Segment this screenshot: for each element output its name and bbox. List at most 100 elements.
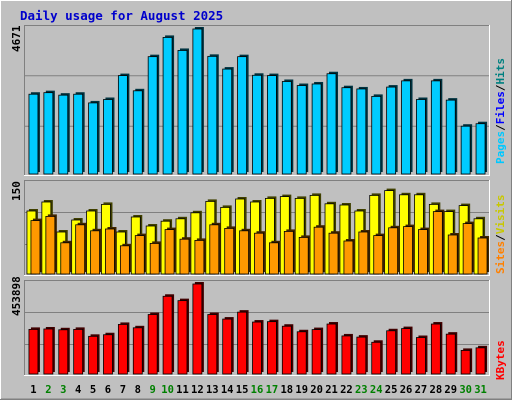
x-label-day-13: 13 <box>206 384 219 396</box>
pages_files_hits-hits-bar-day-13 <box>207 55 218 175</box>
visits_sites-sites-bar-day-19 <box>298 236 309 275</box>
visits_sites-sites-bar-day-10 <box>164 229 175 275</box>
legend-sites-visits: Sites/Visits <box>494 195 507 275</box>
x-label-day-5: 5 <box>90 384 96 396</box>
visits_sites-sites-bar-day-2 <box>45 215 56 275</box>
kbytes-kbytes-bar-day-27 <box>416 337 426 375</box>
x-label-day-27: 27 <box>415 384 428 396</box>
x-label-day-21: 21 <box>325 384 338 396</box>
x-label-day-3: 3 <box>60 384 66 396</box>
kbytes-kbytes-bar-day-30 <box>460 350 471 375</box>
x-label-day-1: 1 <box>30 384 36 396</box>
visits_sites-sites-bar-day-21 <box>328 232 339 275</box>
legend-sites: Sites <box>494 241 507 274</box>
kbytes-kbytes-bar-day-6 <box>103 334 113 375</box>
x-label-day-24: 24 <box>370 384 383 396</box>
kbytes-kbytes-bar-day-24 <box>371 341 382 375</box>
pages_files_hits-hits-bar-day-1 <box>28 93 39 175</box>
pages_files_hits-hits-bar-day-29 <box>445 99 456 175</box>
legend-sep-1: / <box>494 124 507 131</box>
visits_sites-sites-bar-day-26 <box>403 226 413 275</box>
chart-bars <box>26 27 490 375</box>
pages_files_hits-hits-bar-day-23 <box>356 88 367 175</box>
kbytes-kbytes-bar-day-10 <box>162 295 173 375</box>
kbytes-kbytes-bar-day-31 <box>475 347 486 375</box>
kbytes-kbytes-bar-day-13 <box>207 314 218 375</box>
kbytes-kbytes-bar-day-3 <box>58 329 69 375</box>
pages_files_hits-hits-bar-day-20 <box>311 83 322 175</box>
x-label-day-16: 16 <box>251 384 264 396</box>
pages_files_hits-hits-bar-day-4 <box>73 93 84 175</box>
pages_files_hits-hits-bar-day-22 <box>341 87 352 175</box>
x-label-day-10: 10 <box>161 384 174 396</box>
x-label-day-25: 25 <box>385 384 398 396</box>
x-label-day-30: 30 <box>459 384 472 396</box>
x-label-day-26: 26 <box>400 384 413 396</box>
pages_files_hits-hits-bar-day-30 <box>460 125 471 175</box>
visits_sites-sites-bar-day-18 <box>283 230 294 275</box>
pages_files_hits-hits-bar-day-25 <box>386 86 397 175</box>
pages_files_hits-hits-bar-day-10 <box>162 37 173 175</box>
pages_files_hits-hits-bar-day-6 <box>103 99 113 175</box>
kbytes-kbytes-bar-day-18 <box>281 325 292 375</box>
visits_sites-sites-bar-day-29 <box>447 234 458 275</box>
right-legends: Pages/Files/Hits Sites/Visits KBytes <box>494 58 507 380</box>
pages_files_hits-hits-bar-day-2 <box>43 92 54 175</box>
legend-pages: Pages <box>494 131 507 164</box>
visits_sites-sites-bar-day-7 <box>119 245 130 275</box>
chart-title: Daily usage for August 2025 <box>20 8 223 23</box>
visits_sites-sites-bar-day-15 <box>239 230 249 275</box>
kbytes-kbytes-bar-day-12 <box>192 283 203 375</box>
x-label-day-17: 17 <box>266 384 279 396</box>
kbytes-kbytes-bar-day-26 <box>401 328 411 375</box>
visits_sites-sites-bar-day-31 <box>477 237 488 275</box>
kbytes-kbytes-bar-day-17 <box>267 321 277 375</box>
x-label-day-7: 7 <box>120 384 126 396</box>
legend-files: Files <box>494 91 507 124</box>
visits_sites-sites-bar-day-8 <box>134 235 145 275</box>
x-axis-day-labels: 1 2 3 4 5 6 7 8 9 10 11 12 13 14 15 16 17 18 19 20 21 22 23 24 2… <box>30 384 487 396</box>
visits_sites-sites-bar-day-11 <box>179 238 190 275</box>
kbytes-kbytes-bar-day-2 <box>43 328 54 375</box>
kbytes-kbytes-bar-day-16 <box>252 321 262 375</box>
visits_sites-sites-bar-day-30 <box>462 223 473 275</box>
visits_sites-sites-bar-day-13 <box>209 224 220 275</box>
pages_files_hits-hits-bar-day-24 <box>371 95 382 175</box>
kbytes-kbytes-bar-day-9 <box>147 314 158 375</box>
x-label-day-15: 15 <box>236 384 249 396</box>
pages_files_hits-hits-bar-day-19 <box>296 85 307 175</box>
kbytes-kbytes-bar-day-20 <box>311 329 322 375</box>
pages_files_hits-hits-bar-day-12 <box>192 28 203 175</box>
x-label-day-28: 28 <box>430 384 443 396</box>
pages_files_hits-hits-bar-day-8 <box>132 90 143 175</box>
kbytes-kbytes-bar-day-7 <box>117 324 128 375</box>
legend-pages-files-hits: Pages/Files/Hits <box>494 58 507 164</box>
kbytes-kbytes-bar-day-19 <box>296 331 307 375</box>
visits_sites-sites-bar-day-5 <box>90 230 100 275</box>
y-axis-max-labels: 4671 150 453898 <box>10 25 23 316</box>
x-label-day-4: 4 <box>75 384 81 396</box>
pages_files_hits-hits-bar-day-15 <box>237 56 247 175</box>
visits_sites-sites-bar-day-25 <box>388 227 399 275</box>
legend-sep-3: / <box>494 234 507 241</box>
kbytes-kbytes-bar-day-28 <box>430 323 441 375</box>
x-label-day-8: 8 <box>135 384 141 396</box>
x-label-day-9: 9 <box>150 384 156 396</box>
x-label-day-19: 19 <box>295 384 308 396</box>
kbytes-kbytes-bar-day-29 <box>445 333 456 375</box>
legend-hits: Hits <box>494 58 507 85</box>
visits_sites-sites-bar-day-23 <box>358 231 369 275</box>
pages_files_hits-hits-bar-day-3 <box>58 94 69 175</box>
kbytes-kbytes-bar-day-23 <box>356 336 367 375</box>
kbytes-kbytes-bar-day-14 <box>222 318 233 375</box>
x-label-day-2: 2 <box>45 384 51 396</box>
x-label-day-29: 29 <box>444 384 457 396</box>
kbytes-kbytes-bar-day-21 <box>326 323 337 375</box>
visits_sites-sites-bar-day-22 <box>343 240 354 275</box>
pages_files_hits-hits-bar-day-31 <box>475 123 486 175</box>
visits_sites-sites-bar-day-20 <box>313 226 324 275</box>
visits_sites-sites-bar-day-28 <box>432 211 443 275</box>
kbytes-kbytes-bar-day-22 <box>341 335 352 375</box>
visits_sites-sites-bar-day-9 <box>149 242 160 275</box>
